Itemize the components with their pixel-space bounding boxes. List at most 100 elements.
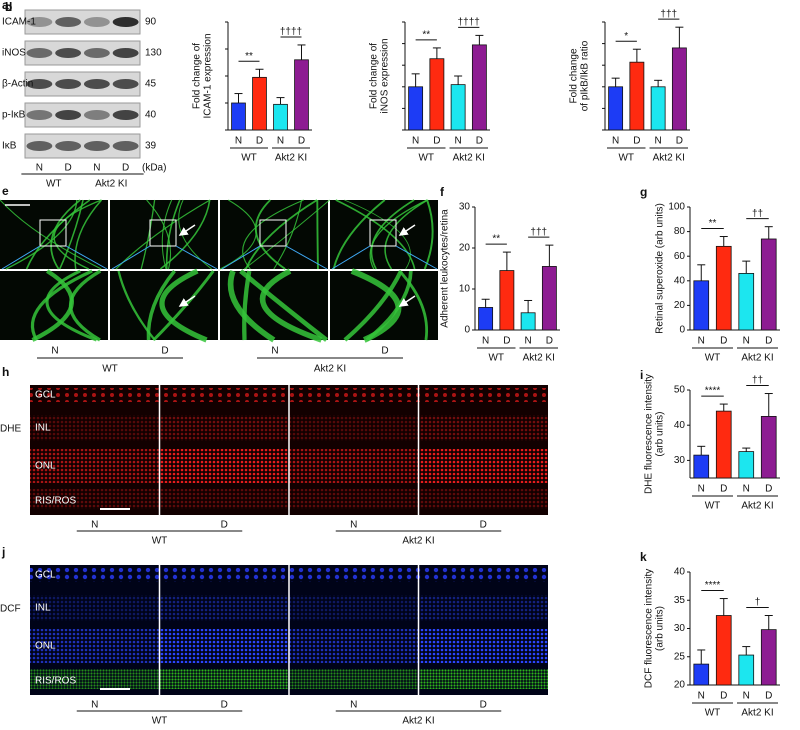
- bar: [760, 629, 777, 686]
- significance-label: **: [245, 51, 253, 62]
- vessel: [146, 199, 172, 270]
- lane-label: D: [221, 520, 228, 531]
- layer-inl: [418, 595, 548, 621]
- zoom-line: [285, 245, 328, 270]
- group-label: Akt2 KI: [95, 179, 127, 190]
- significance-label: *: [624, 31, 628, 42]
- y-tick-label: 30: [674, 623, 686, 634]
- protein-label: β-Actin: [2, 79, 33, 90]
- blot-band: [26, 141, 53, 151]
- group-label: WT: [102, 364, 118, 375]
- vessel: [243, 199, 330, 270]
- kda-label: 45: [145, 79, 157, 90]
- blot-band: [83, 110, 110, 120]
- bar: [450, 84, 466, 131]
- bar: [738, 273, 755, 331]
- lane-label: N: [91, 520, 98, 531]
- layer-label: ONL: [35, 461, 56, 472]
- lane-label: D: [221, 700, 228, 711]
- x-tick-label: D: [765, 336, 772, 347]
- layer-ros: [289, 489, 419, 509]
- layer-ros: [159, 489, 289, 509]
- layer-ros: [30, 489, 160, 509]
- panel-letter: k: [640, 550, 647, 564]
- group-label: WT: [46, 179, 62, 190]
- zoom-line: [1, 245, 41, 270]
- panel-letter: d: [5, 0, 12, 14]
- significance-label: ††: [752, 375, 763, 386]
- y-axis-label: Fold change of: [192, 43, 203, 109]
- layer-inl: [289, 415, 419, 441]
- vessel: [335, 199, 416, 270]
- layer-gcl: [159, 388, 289, 402]
- lane-label: N: [51, 346, 58, 357]
- blot-band: [26, 48, 53, 58]
- layer-ros: [289, 669, 419, 689]
- vessel: [0, 199, 102, 270]
- group-label: Akt2 KI: [741, 501, 773, 512]
- layer-onl: [159, 629, 289, 663]
- blot-band: [55, 141, 82, 151]
- vessel: [350, 268, 402, 343]
- y-tick-label: 100: [668, 202, 685, 213]
- panel-letter: f: [440, 185, 445, 199]
- layer-gcl: [30, 388, 160, 402]
- lane-label: N: [91, 700, 98, 711]
- layer-gcl: [418, 388, 548, 402]
- blot-band: [112, 79, 139, 89]
- blot-band: [112, 17, 139, 27]
- arrow: [398, 224, 416, 236]
- bar: [608, 86, 624, 131]
- x-tick-label: N: [698, 691, 705, 702]
- vessel: [245, 199, 318, 270]
- vessel: [316, 199, 319, 270]
- zoom-line: [175, 245, 218, 270]
- kda-label: 40: [145, 110, 157, 121]
- zoom-line: [111, 245, 151, 270]
- x-tick-label: N: [655, 136, 662, 147]
- group-label: WT: [705, 708, 721, 719]
- layer-onl: [30, 629, 160, 663]
- vessel: [30, 269, 93, 341]
- protein-label: iNOS: [2, 48, 26, 59]
- layer-label: INL: [35, 603, 51, 614]
- y-axis-label: Fold change: [569, 48, 580, 103]
- x-tick-label: D: [476, 136, 483, 147]
- group-label: WT: [488, 353, 504, 364]
- y-tick-label: 0: [679, 325, 685, 336]
- group-label: WT: [418, 153, 434, 164]
- y-axis-label: Fold change of: [369, 43, 380, 109]
- blot-band: [112, 110, 139, 120]
- lane-label: N: [350, 520, 357, 531]
- zoom-box: [369, 219, 397, 247]
- x-tick-label: N: [235, 136, 242, 147]
- blot-band: [26, 110, 53, 120]
- bar: [738, 654, 755, 686]
- blot-band: [55, 110, 82, 120]
- vessel: [5, 199, 78, 270]
- bar: [252, 76, 267, 131]
- x-tick-label: D: [676, 136, 683, 147]
- layer-label: GCL: [35, 570, 56, 581]
- layer-inl: [159, 595, 289, 621]
- blot-strip: [24, 9, 141, 35]
- layer-gcl: [418, 568, 548, 582]
- y-axis-label: (arb units): [655, 411, 666, 456]
- blot-band: [83, 141, 110, 151]
- bar: [693, 454, 710, 479]
- bar: [715, 245, 732, 331]
- y-axis-label: iNOS expression: [380, 38, 391, 113]
- x-tick-label: D: [433, 136, 440, 147]
- layer-inl: [30, 415, 160, 441]
- group-label: WT: [152, 716, 168, 727]
- bar: [478, 307, 494, 331]
- panel-letter: j: [1, 545, 5, 559]
- y-tick-label: 60: [674, 251, 686, 262]
- x-tick-label: D: [720, 691, 727, 702]
- group-label: Akt2 KI: [275, 153, 307, 164]
- layer-gcl: [30, 568, 160, 582]
- y-tick-label: 40: [674, 420, 686, 431]
- layer-label: INL: [35, 423, 51, 434]
- layer-inl: [418, 415, 548, 441]
- layer-inl: [159, 415, 289, 441]
